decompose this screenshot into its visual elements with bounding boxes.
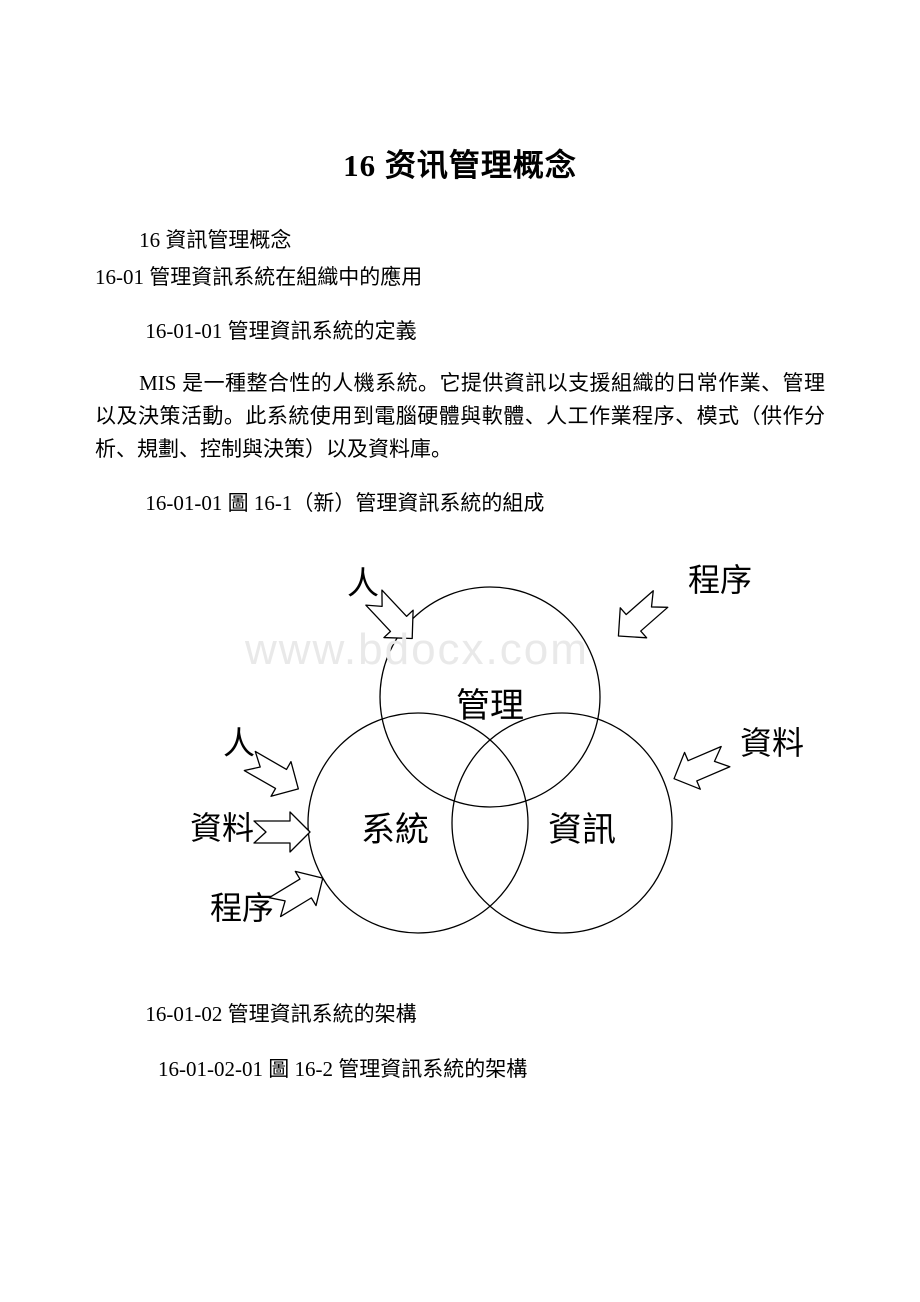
svg-text:系統: 系統 [361,811,429,849]
heading-l1: 16 資訊管理概念 [95,223,825,258]
heading-l3: 16-01-01 管理資訊系統的定義 [95,314,825,349]
svg-text:人: 人 [347,565,379,601]
venn-diagram: 管理系統資訊人程序人資料資料程序 [110,539,810,969]
svg-text:資料: 資料 [740,725,804,761]
heading-l6: 16-01-02-01 圖 16-2 管理資訊系統的架構 [95,1052,825,1087]
svg-text:程序: 程序 [688,562,752,598]
svg-text:管理: 管理 [456,687,524,725]
figure-caption-1: 16-01-01 圖 16-1（新）管理資訊系統的組成 [95,486,825,521]
body-paragraph: MIS 是一種整合性的人機系統。它提供資訊以支援組織的日常作業、管理以及決策活動… [95,367,825,467]
svg-text:人: 人 [223,725,255,761]
svg-text:資料: 資料 [190,810,254,846]
page-title: 16 资讯管理概念 [95,140,825,185]
svg-text:程序: 程序 [210,890,274,926]
heading-l5: 16-01-02 管理資訊系統的架構 [95,997,825,1032]
heading-l2: 16-01 管理資訊系統在組織中的應用 [95,260,825,295]
svg-text:資訊: 資訊 [548,811,616,849]
